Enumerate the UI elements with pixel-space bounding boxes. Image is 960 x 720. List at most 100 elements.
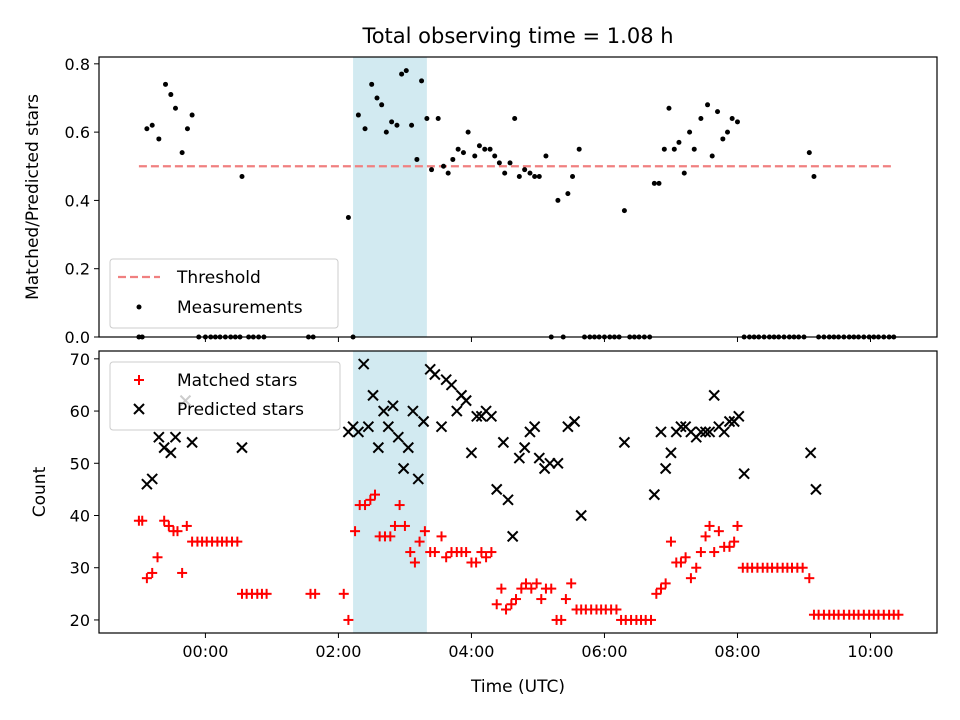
measurement-point xyxy=(522,167,528,173)
measurement-point xyxy=(419,78,425,84)
measurement-point xyxy=(362,126,368,132)
ratio-y-label: Matched/Predicted stars xyxy=(23,94,43,300)
legend-matched-swatch xyxy=(134,375,144,385)
measurement-point xyxy=(507,160,513,166)
measurement-point xyxy=(691,146,697,152)
matched-star-point xyxy=(646,614,657,625)
predicted-star-point xyxy=(699,426,712,438)
matched-star-point xyxy=(526,583,537,594)
predicted-star-point xyxy=(372,441,385,454)
predicted-star-point xyxy=(153,431,165,443)
predicted-star-point xyxy=(352,426,365,438)
predicted-star-point xyxy=(165,447,177,459)
matched-star-point xyxy=(491,599,502,610)
measurement-point xyxy=(565,191,571,197)
matched-star-point xyxy=(399,520,410,531)
matched-star-point xyxy=(506,599,517,610)
matched-star-point xyxy=(660,578,671,589)
matched-star-point xyxy=(232,536,243,547)
matched-star-point xyxy=(141,573,152,584)
predicted-star-point xyxy=(451,405,463,417)
predicted-star-point xyxy=(402,441,414,454)
predicted-star-point xyxy=(236,441,248,454)
ratio-y-axis: 0.0 0.2 0.4 0.6 0.8 xyxy=(65,55,99,347)
measurement-point xyxy=(345,214,351,220)
predicted-star-point xyxy=(186,436,198,449)
measurement-point xyxy=(445,170,451,176)
measurement-point xyxy=(687,129,693,135)
matched-star-point xyxy=(675,557,686,568)
predicted-star-point xyxy=(533,452,545,464)
ratio-y-tick-label: 0.6 xyxy=(65,123,90,142)
count-legend: Matched stars Predicted stars xyxy=(109,361,341,431)
measurement-point xyxy=(149,122,155,128)
legend-measurement-swatch xyxy=(136,304,142,310)
measurement-point xyxy=(369,81,375,87)
count-y-tick-label: 30 xyxy=(70,559,90,578)
ratio-x-ticks xyxy=(204,337,871,342)
observing-window-highlight xyxy=(353,57,427,337)
measurement-point xyxy=(409,122,415,128)
measurement-point xyxy=(806,150,812,156)
measurement-point xyxy=(555,197,561,203)
matched-star-point xyxy=(172,526,183,537)
chart-title: Total observing time = 1.08 h xyxy=(361,24,673,48)
predicted-star-point xyxy=(417,415,430,428)
measurement-point xyxy=(379,102,385,108)
ratio-y-tick-label: 0.0 xyxy=(65,328,90,347)
measurement-point xyxy=(472,153,478,159)
predicted-star-point xyxy=(169,431,182,443)
predicted-star-point xyxy=(158,441,170,454)
matched-star-point xyxy=(163,520,174,531)
predicted-star-point xyxy=(485,410,498,422)
predicted-star-point xyxy=(723,415,736,428)
count-y-tick-label: 20 xyxy=(70,611,90,630)
matched-star-point xyxy=(797,562,808,573)
measurement-point xyxy=(450,156,456,162)
measurement-point xyxy=(460,150,466,156)
matched-star-points xyxy=(133,489,904,625)
ratio-legend: Threshold Measurements xyxy=(109,258,339,329)
predicted-star-point xyxy=(377,405,390,417)
matched-star-point xyxy=(405,547,416,558)
predicted-star-point xyxy=(387,400,399,412)
measurement-point xyxy=(399,71,405,77)
ratio-panel-frame xyxy=(98,56,938,338)
measurement-point xyxy=(429,167,435,173)
predicted-star-point xyxy=(513,452,526,464)
matched-star-point xyxy=(436,531,447,542)
measurement-point xyxy=(671,146,677,152)
matched-star-point xyxy=(310,588,321,599)
predicted-star-point xyxy=(528,421,541,433)
matched-star-point xyxy=(704,520,715,531)
ratio-y-tick-label: 0.8 xyxy=(65,55,90,74)
predicted-star-point xyxy=(810,483,822,496)
ratio-y-tick-label: 0.2 xyxy=(65,260,90,279)
matched-star-point xyxy=(394,500,405,511)
measurement-point xyxy=(414,156,420,162)
predicted-star-point xyxy=(362,421,375,433)
matched-star-point xyxy=(531,578,542,589)
ratio-panel: 0.00.20.40.60.8 Matched/Predicted stars … xyxy=(23,55,938,347)
predicted-star-point xyxy=(665,447,677,459)
measurement-point xyxy=(172,105,178,111)
predicted-star-point xyxy=(648,488,661,501)
predicted-star-point xyxy=(502,494,514,506)
predicted-star-point xyxy=(804,447,817,459)
measurement-point xyxy=(179,150,185,156)
matched-star-point xyxy=(893,609,904,620)
predicted-star-point xyxy=(146,473,158,485)
matched-star-point xyxy=(695,547,706,558)
matched-star-point xyxy=(713,526,724,537)
measurement-point xyxy=(441,163,447,169)
matched-star-point xyxy=(152,552,163,563)
predicted-star-point xyxy=(397,462,410,475)
predicted-star-point xyxy=(655,426,667,438)
measurement-point xyxy=(734,119,740,125)
measurement-point xyxy=(661,146,667,152)
measurement-point xyxy=(482,146,488,152)
measurement-point xyxy=(144,126,150,132)
predicted-star-point xyxy=(552,457,564,469)
matched-star-point xyxy=(409,557,420,568)
matched-star-point xyxy=(429,547,440,558)
